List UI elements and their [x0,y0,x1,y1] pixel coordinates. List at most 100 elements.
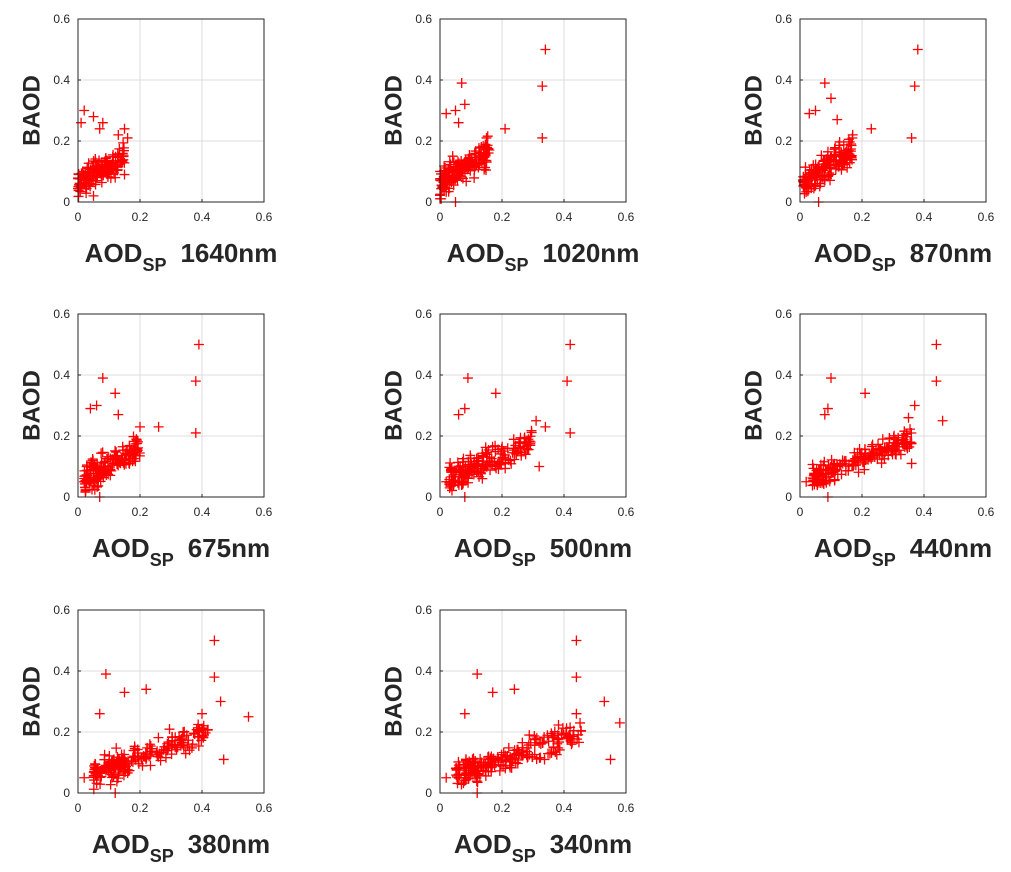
data-point [123,457,134,468]
data-point [515,432,526,443]
data-point [74,179,85,190]
x-tick-label: 0.2 [494,210,511,224]
data-point [931,376,942,387]
scatter-panel-1020nm: 0 0.2 0.4 0.6 0 0.2 0.4 0.6 BAOD AODSP 1020nm [380,12,639,275]
data-point [853,467,864,478]
data-point [113,764,124,775]
data-point [512,446,523,457]
data-point [472,669,483,680]
data-point [98,468,109,479]
data-point [490,388,501,399]
x-axis-label-main: AOD [814,238,872,268]
axes-box [799,313,987,498]
y-axis-label: BAOD [18,370,45,441]
y-tick-label: 0.4 [53,73,70,87]
data-point [807,480,818,491]
data-point [866,448,877,459]
data-point [810,105,821,116]
y-tick-label: 0 [425,490,432,504]
x-tick-label: 0.6 [978,505,995,519]
data-point [94,123,105,134]
scatter-panel-440nm: 0 0.2 0.4 0.6 0 0.2 0.4 0.6 BAOD AODSP 440nm [740,307,994,570]
data-point [84,461,95,472]
y-axis-label: BAOD [740,370,767,441]
data-point [81,188,92,199]
x-axis-label: AODSP 500nm [454,533,632,570]
data-point [88,455,99,466]
data-point [836,469,847,480]
data-point [110,388,121,399]
data-point [512,744,523,755]
data-point [460,154,471,165]
data-point [489,456,500,467]
data-point [190,427,201,438]
data-point [174,735,185,746]
data-point [473,456,484,467]
data-point [496,752,507,763]
x-tick-label: 0.6 [978,210,995,224]
y-tick-label: 0.6 [53,603,70,617]
data-point [818,478,829,489]
x-axis-label-main: AOD [454,533,512,563]
data-point [111,447,122,458]
data-point [506,762,517,773]
data-point [198,732,209,743]
y-tick-label: 0.4 [53,368,70,382]
data-point [154,748,165,759]
data-point [447,151,458,162]
data-point [130,456,141,467]
data-point [462,757,473,768]
x-axis-label: AODSP 870nm [814,238,992,275]
data-point [514,747,525,758]
data-point [488,753,499,764]
data-point [99,749,110,760]
y-tick-label: 0.2 [53,429,70,443]
data-point [565,427,576,438]
data-point [481,157,492,168]
data-point [471,768,482,779]
data-point [156,747,167,758]
axes-box [77,609,265,794]
data-point [876,458,887,469]
data-point [909,81,920,92]
data-point [834,459,845,470]
data-point [470,146,481,157]
data-point [847,129,858,140]
data-point [470,756,481,767]
data-point [99,764,110,775]
x-tick-label: 0.2 [854,505,871,519]
data-point [815,178,826,189]
data-point [521,438,532,449]
data-point [553,719,564,730]
data-point [844,136,855,147]
x-tick-label: 0.6 [256,505,273,519]
y-tick-label: 0 [425,786,432,800]
data-markers [73,105,133,202]
data-point [97,117,108,128]
data-point [548,742,559,753]
data-markers [79,635,254,798]
data-point [500,123,511,134]
data-point [826,93,836,104]
data-point [832,114,843,125]
data-point [115,156,126,167]
data-point [544,748,555,759]
data-point [834,150,845,161]
data-point [129,446,140,457]
data-point [801,476,812,487]
data-point [91,474,102,485]
data-point [486,751,497,762]
data-point [79,476,90,487]
x-tick-label: 0.4 [194,505,211,519]
data-point [448,173,459,184]
data-point [456,465,467,476]
data-point [105,470,116,481]
data-point [94,708,105,719]
data-point [152,746,163,757]
y-tick-label: 0.4 [775,73,792,87]
data-point [841,146,852,157]
data-point [118,145,129,156]
data-point [179,726,190,737]
data-point [497,452,508,463]
